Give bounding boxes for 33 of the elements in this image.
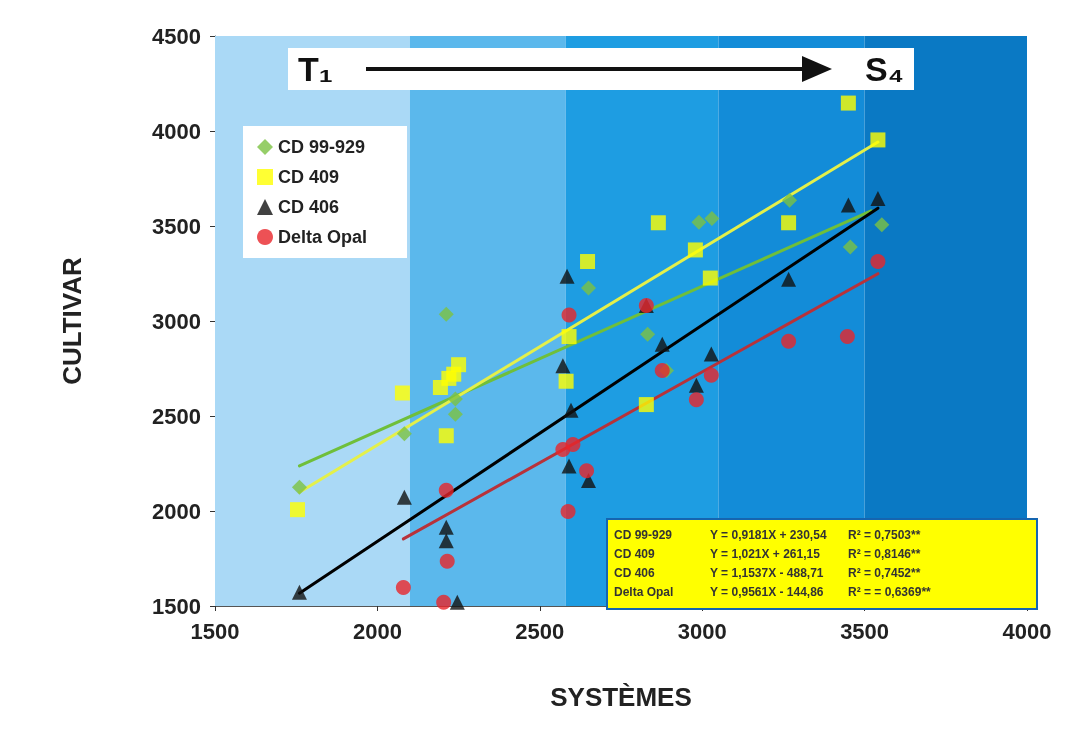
- annotation: Y = 1,1537X - 488,71: [710, 565, 825, 582]
- annotation: S₄: [865, 49, 904, 89]
- x-tick-label: 3500: [840, 618, 890, 644]
- annotation: Y = 0,9561X - 144,86: [710, 584, 825, 601]
- y-tick-label: 3000: [152, 308, 201, 334]
- y-tick-label: 3500: [152, 213, 201, 239]
- annotation: Y = 1,021X + 261,15: [710, 546, 821, 563]
- legend-label: CD 406: [278, 197, 340, 217]
- annotation: CD 99-929: [614, 527, 674, 544]
- annotation: R² = = 0,6369**: [848, 584, 932, 601]
- annotation: CD 409: [614, 546, 656, 563]
- annotation: Y = 0,9181X + 230,54: [710, 527, 828, 544]
- annotation: R² = 0,7452**: [848, 565, 922, 582]
- y-axis-title: CULTIVAR: [57, 256, 87, 385]
- x-axis-title: SYSTÈMES: [550, 682, 692, 712]
- legend-label: CD 409: [278, 167, 340, 187]
- x-tick-label: 2000: [352, 618, 402, 644]
- y-tick-label: 2500: [152, 403, 201, 429]
- annotation: R² = 0,8146**: [848, 546, 922, 563]
- y-tick-label: 4000: [152, 118, 201, 144]
- annotation: Delta Opal: [614, 584, 675, 601]
- legend-label: Delta Opal: [278, 227, 368, 247]
- annotation: CD 406: [614, 565, 656, 582]
- x-tick-label: 3000: [677, 618, 727, 644]
- x-tick-label: 2500: [515, 618, 565, 644]
- y-tick-label: 2000: [152, 498, 201, 524]
- y-tick-label: 1500: [152, 593, 201, 619]
- y-tick-label: 4500: [152, 23, 201, 49]
- annotation: R² = 0,7503**: [848, 527, 922, 544]
- annotation: T₁: [298, 49, 333, 89]
- x-tick-label: 1500: [190, 618, 240, 644]
- legend-label: CD 99-929: [278, 137, 366, 157]
- x-tick-label: 4000: [1002, 618, 1052, 644]
